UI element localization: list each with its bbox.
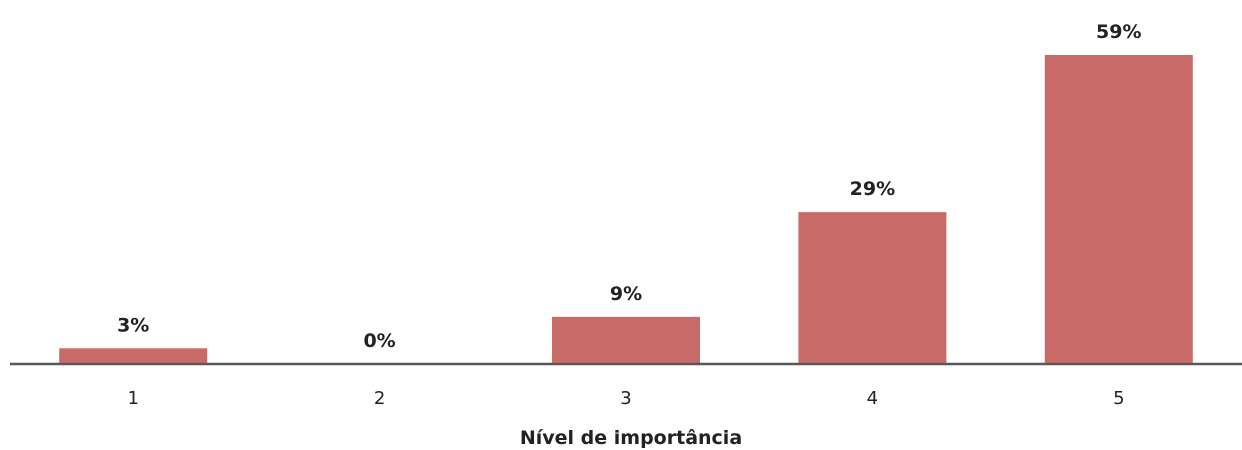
data-labels-group: 3% 0% 9% 29% 59% (117, 21, 1141, 352)
x-tick-label-4: 4 (867, 388, 878, 409)
data-label-1: 3% (117, 314, 149, 336)
data-label-2: 0% (363, 330, 395, 352)
data-label-4: 29% (850, 178, 895, 200)
x-tick-label-3: 3 (620, 388, 631, 409)
bars-group (59, 55, 1193, 364)
x-axis-title: Nível de importância (520, 427, 742, 449)
bar-4 (798, 212, 947, 364)
bar-3 (552, 316, 700, 364)
bar-1 (59, 348, 208, 364)
x-tick-label-1: 1 (127, 388, 138, 409)
data-label-5: 59% (1096, 21, 1141, 43)
x-tick-labels-group: 1 2 3 4 5 (127, 388, 1124, 409)
data-label-3: 9% (610, 283, 642, 305)
x-tick-label-5: 5 (1113, 388, 1124, 409)
x-tick-label-2: 2 (374, 388, 385, 409)
bar-5 (1044, 55, 1193, 364)
